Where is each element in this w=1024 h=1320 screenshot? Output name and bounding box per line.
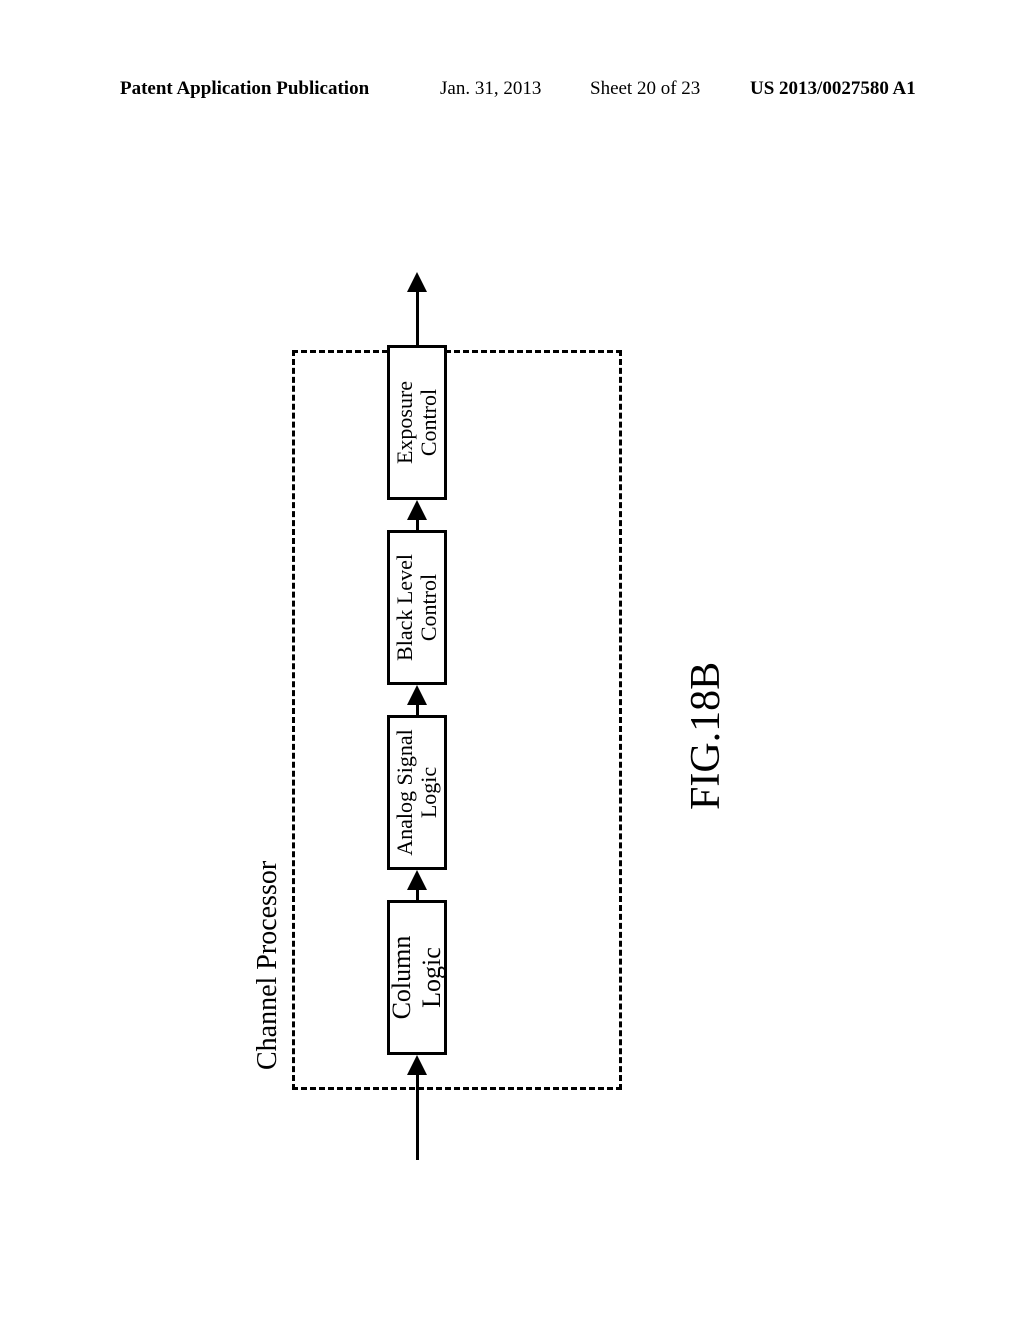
header-right: US 2013/0027580 A1 — [750, 78, 916, 100]
header-date: Jan. 31, 2013 — [440, 78, 541, 100]
channel-processor-box — [292, 350, 622, 1090]
page: Patent Application Publication Jan. 31, … — [0, 0, 1024, 1320]
header-sheet: Sheet 20 of 23 — [590, 78, 700, 100]
page-header: Patent Application Publication Jan. 31, … — [0, 78, 1024, 108]
arrow-in — [416, 1075, 419, 1160]
diagram-rotator: Channel Processor Column Logic Analog Si… — [232, 270, 792, 1170]
block-exposure-control: Exposure Control — [387, 345, 447, 500]
block-analog-signal-logic: Analog Signal Logic — [387, 715, 447, 870]
block-column-logic: Column Logic — [387, 900, 447, 1055]
figure-label: FIG.18B — [682, 662, 730, 810]
block-black-level-control: Black Level Control — [387, 530, 447, 685]
header-left: Patent Application Publication — [120, 78, 369, 100]
arrowhead-in — [407, 1055, 427, 1075]
channel-processor-diagram: Channel Processor Column Logic Analog Si… — [232, 270, 792, 1170]
arrowhead-2-3 — [407, 685, 427, 705]
block-black-level-control-text: Black Level Control — [393, 533, 441, 682]
arrowhead-1-2 — [407, 870, 427, 890]
arrow-out — [416, 290, 419, 345]
block-exposure-control-text: Exposure Control — [393, 348, 441, 497]
block-analog-signal-logic-text: Analog Signal Logic — [393, 718, 441, 867]
channel-processor-label: Channel Processor — [252, 861, 284, 1070]
block-column-logic-text: Column Logic — [387, 903, 447, 1052]
arrowhead-out — [407, 272, 427, 292]
arrowhead-3-4 — [407, 500, 427, 520]
